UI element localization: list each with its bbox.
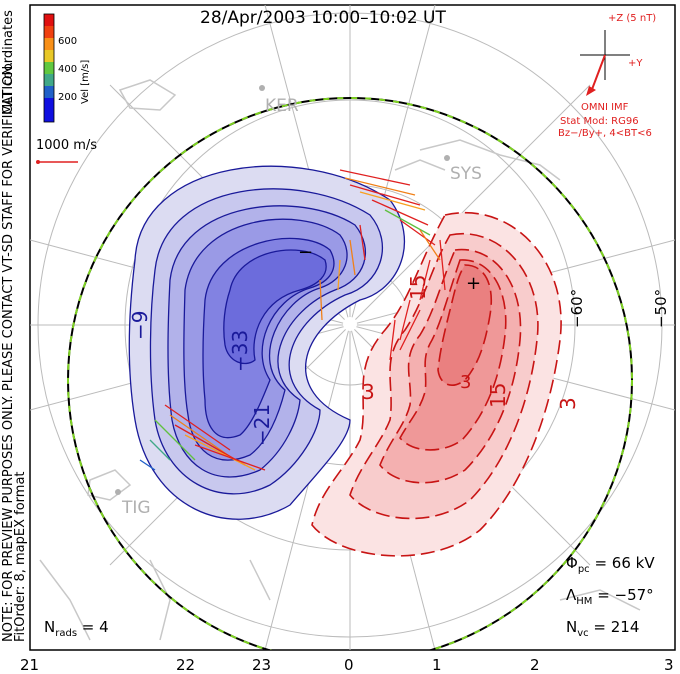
n-vc-symbol: Nvc = [566,618,611,639]
negative-potential-cell [128,165,406,520]
fit-order-note: FitOrder: 8, mapEX format [13,471,28,642]
colorbar-tick-600: 600 [58,36,78,47]
station-ker: KER [265,96,299,116]
mlt-tick-3: 3 [664,656,674,674]
contour-min-marker: − [298,242,314,263]
lat-label-60: −60° [568,288,586,328]
station-markers [115,85,450,495]
colorbar-label: Vel [m/s] [80,59,91,104]
imf-y-label: +Y [628,58,643,69]
imf-z-label: +Z (5 nT) [608,13,657,24]
contour-label-pos-3c: 3 [556,397,580,410]
contour-label-pos-3a: 3 [362,380,375,404]
velocity-vectors [139,169,446,471]
n-vc-stat: Nvc = 214 [566,618,639,639]
lat-label-50: −50° [652,288,670,328]
vector-scale-label: 1000 m/s [36,138,98,153]
map-title: 28/Apr/2003 10:00–10:02 UT [200,8,446,28]
phi-pc-symbol: Φpc = [566,554,612,575]
n-rads-stat: Nrads = 4 [44,618,109,639]
contour-label-pos-15a: 15 [406,274,430,300]
colorbar-tick-200: 200 [58,92,78,103]
mlt-tick-22: 22 [176,656,196,674]
contour-label-pos-3b: 3 [460,372,472,393]
mlt-tick-1: 1 [432,656,442,674]
imf-clock [580,30,630,96]
pole-marker [343,317,357,331]
hm-boundary-dash [67,97,633,650]
n-vc-value: 214 [610,618,640,636]
mlt-tick-23: 23 [252,656,272,674]
station-sys: SYS [450,164,482,184]
stat-model: Stat Mod: RG96 [560,116,639,127]
station-tig: TIG [122,498,151,518]
scale-vector-dot [36,160,40,164]
colorbar [43,13,55,123]
positive-potential-cell [311,211,562,557]
n-rads-symbol: Nrads = [44,618,100,639]
contour-max-marker: + [466,273,482,294]
lambda-hm-stat: ΛHM = −57° [566,586,654,607]
imf-source: OMNI IMF [581,102,629,113]
phi-pc-value: 66 kV [611,554,655,572]
lambda-hm-value: −57° [614,586,654,604]
phi-pc-stat: Φpc = 66 kV [566,554,655,575]
mlt-tick-2: 2 [530,656,540,674]
mlt-tick-21: 21 [20,656,40,674]
stat-condition: Bz−/By+, 4<BT<6 [558,128,652,139]
contour-label-neg-21: −21 [250,403,274,446]
coastlines [39,79,641,641]
contour-label-neg-33: −33 [228,329,252,372]
mlt-tick-0: 0 [344,656,354,674]
n-rads-value: 4 [99,618,109,636]
lambda-hm-symbol: ΛHM = [566,586,615,607]
contour-label-pos-15b: 15 [486,382,510,408]
colorbar-tick-400: 400 [58,64,78,75]
contour-label-neg-9: −9 [128,310,152,340]
